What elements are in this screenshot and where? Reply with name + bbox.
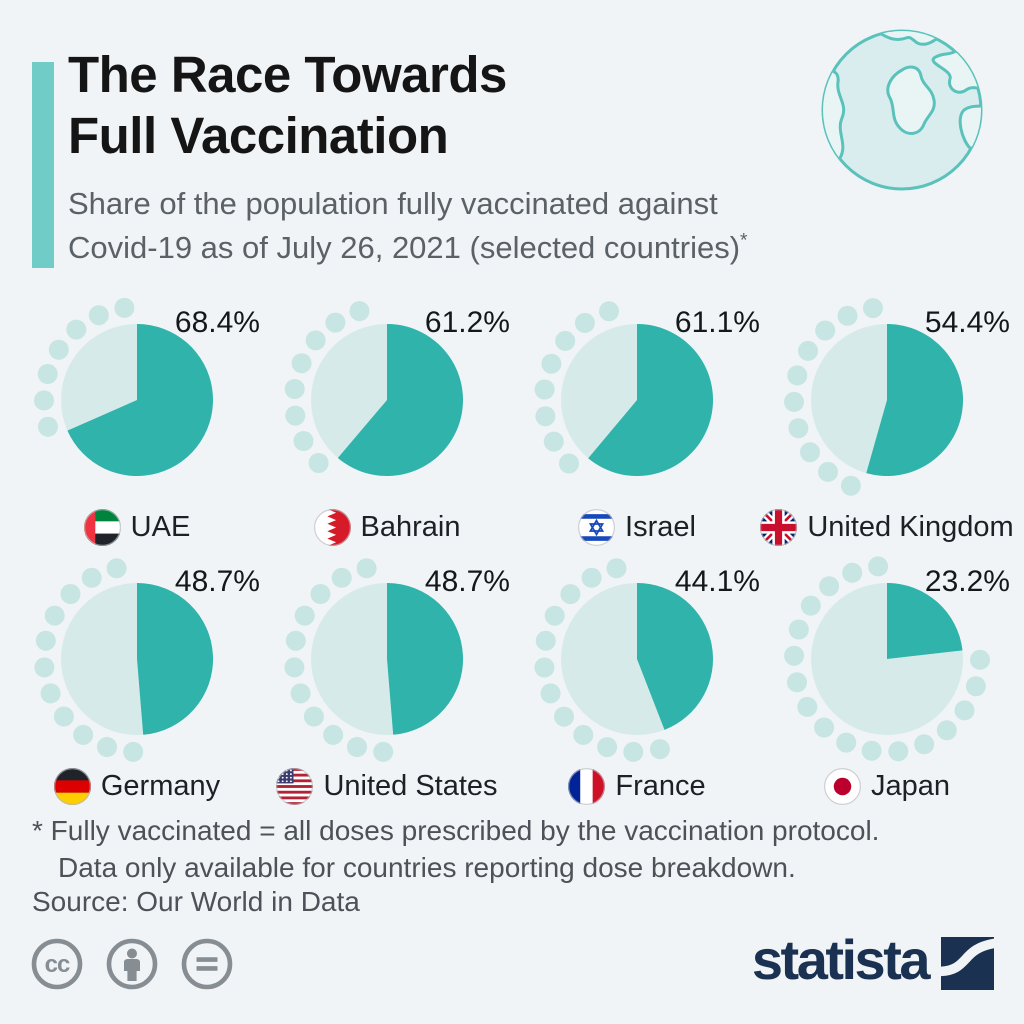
value-label-israel: 61.1%	[674, 306, 760, 339]
country-name-united-kingdom: United Kingdom	[807, 510, 1014, 543]
uae-flag-icon	[83, 508, 121, 546]
pie-area-united-states: 48.7%	[262, 549, 512, 764]
country-name-france: France	[615, 769, 706, 802]
japan-flag-icon	[823, 767, 861, 805]
pie-area-bahrain: 61.2%	[262, 290, 512, 505]
subtitle-line-2: Covid-19 as of July 26, 2021 (selected c…	[68, 229, 741, 265]
title-accent-bar	[32, 62, 54, 268]
pie-cell-uae: 68.4% UAE	[12, 290, 262, 549]
value-label-united-states: 48.7%	[424, 565, 510, 598]
pie-chart-united-kingdom	[784, 298, 964, 496]
statista-wave-icon	[941, 936, 994, 990]
globe-icon	[818, 24, 986, 201]
bahrain-flag-icon	[313, 508, 351, 546]
svg-text:cc: cc	[45, 951, 70, 978]
country-name-bahrain: Bahrain	[360, 510, 461, 543]
cc-license-icon: cc	[30, 937, 84, 991]
footnote-line-2: Data only available for countries report…	[58, 852, 796, 884]
pie-area-germany: 48.7%	[12, 549, 262, 764]
attribution-icon	[105, 937, 159, 991]
statista-logo: statista	[752, 932, 994, 994]
country-name-germany: Germany	[100, 769, 221, 802]
pie-area-uae: 68.4%	[12, 290, 262, 505]
israel-flag-icon	[578, 508, 616, 546]
subtitle-line-1: Share of the population fully vaccinated…	[68, 186, 718, 222]
chart-subtitle: Share of the population fully vaccinated…	[68, 182, 788, 269]
country-name-uae: UAE	[130, 510, 191, 543]
pie-cell-bahrain: 61.2% Bahrain	[262, 290, 512, 549]
pie-chart-uae	[34, 297, 213, 476]
country-label-united-states: United States	[262, 764, 512, 808]
pie-area-japan: 23.2%	[762, 549, 1012, 764]
country-label-uae: UAE	[12, 505, 262, 549]
pie-area-france: 44.1%	[512, 549, 762, 764]
pie-cell-united-states: 48.7% United States	[262, 549, 512, 808]
pie-cell-israel: 61.1% Israel	[512, 290, 762, 549]
pie-grid: 68.4% UAE 61.2% Bahrain 61.1% Israel 54.4% Unit…	[12, 290, 1014, 808]
value-label-france: 44.1%	[674, 565, 760, 598]
license-icons: cc	[30, 937, 234, 991]
pie-chart-israel	[534, 301, 714, 476]
pie-chart-japan	[784, 556, 990, 762]
title-line-2: Full Vaccination	[68, 107, 449, 165]
country-label-united-kingdom: United Kingdom	[760, 505, 1014, 549]
chart-footnote: * Fully vaccinated = all doses prescribe…	[32, 812, 879, 886]
statista-wordmark: statista	[751, 928, 931, 991]
germany-flag-icon	[53, 767, 91, 805]
united-states-flag-icon	[276, 767, 314, 805]
value-label-germany: 48.7%	[174, 565, 260, 598]
country-label-japan: Japan	[762, 764, 1012, 808]
country-name-united-states: United States	[323, 769, 498, 802]
value-label-uae: 68.4%	[174, 306, 260, 339]
country-label-bahrain: Bahrain	[262, 505, 512, 549]
footnote-marker: *	[740, 230, 748, 252]
source-credit: Source: Our World in Data	[32, 886, 360, 917]
pie-area-united-kingdom: 54.4%	[762, 290, 1012, 505]
pie-cell-united-kingdom: 54.4% United Kingdom	[760, 290, 1014, 549]
country-label-germany: Germany	[12, 764, 262, 808]
country-label-france: France	[512, 764, 762, 808]
no-derivatives-icon	[180, 937, 234, 991]
title-line-1: The Race Towards	[68, 46, 507, 103]
pie-cell-japan: 23.2% Japan	[762, 549, 1012, 808]
value-label-japan: 23.2%	[924, 565, 1010, 598]
country-name-israel: Israel	[625, 510, 696, 543]
france-flag-icon	[568, 767, 606, 805]
pie-chart-germany	[34, 558, 214, 762]
footnote-line-1: * Fully vaccinated = all doses prescribe…	[32, 815, 880, 846]
pie-area-israel: 61.1%	[512, 290, 762, 505]
pie-chart-united-states	[284, 558, 464, 762]
pie-chart-france	[534, 558, 714, 762]
country-label-israel: Israel	[512, 505, 762, 549]
page-title: The Race Towards Full Vaccination	[68, 44, 788, 166]
pie-chart-bahrain	[284, 301, 463, 476]
pie-cell-france: 44.1% France	[512, 549, 762, 808]
value-label-united-kingdom: 54.4%	[924, 306, 1010, 339]
united-kingdom-flag-icon	[760, 508, 798, 546]
country-name-japan: Japan	[870, 769, 950, 802]
value-label-bahrain: 61.2%	[424, 306, 510, 339]
pie-cell-germany: 48.7% Germany	[12, 549, 262, 808]
